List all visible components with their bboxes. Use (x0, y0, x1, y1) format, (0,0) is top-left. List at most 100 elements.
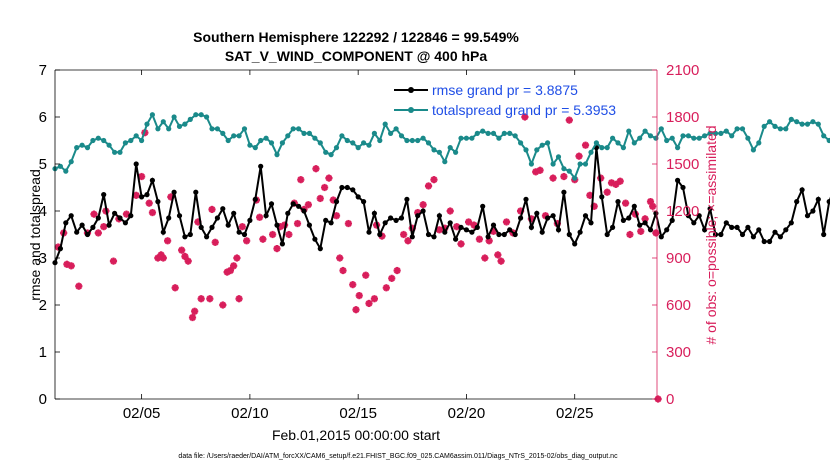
obs-marker-stroke (333, 212, 340, 219)
series-point-totalspread (729, 133, 735, 139)
obs-marker-stroke (138, 173, 145, 180)
series-point-rmse (496, 231, 502, 238)
obs-marker-stroke (425, 182, 432, 190)
obs-marker (100, 223, 108, 231)
series-point-rmse (350, 187, 356, 193)
y-left-tick-label: 7 (39, 62, 47, 79)
obs-marker-stroke (132, 192, 140, 199)
series-point-totalspread (176, 123, 183, 129)
series-point-rmse (474, 224, 480, 230)
obs-marker-stroke (608, 179, 615, 187)
series-point-totalspread (339, 133, 345, 139)
series-point-totalspread (631, 140, 637, 146)
obs-marker-stroke (259, 235, 267, 243)
series-point-totalspread (545, 140, 551, 146)
obs-marker-stroke (637, 228, 645, 235)
series-point-totalspread (382, 121, 388, 127)
series-point-rmse (545, 215, 551, 221)
series-point-totalspread (231, 133, 237, 139)
series-point-totalspread (442, 159, 448, 165)
series-point-rmse (707, 206, 713, 212)
obs-marker-stroke (419, 201, 427, 209)
series-point-totalspread (187, 116, 193, 122)
legend-marker-rmse (408, 87, 414, 93)
obs-marker (148, 208, 157, 217)
y-left-tick-label: 2 (39, 297, 47, 314)
series-point-rmse (528, 224, 535, 230)
obs-marker-stroke (575, 152, 583, 160)
obs-marker (316, 194, 324, 203)
obs-marker-stroke (54, 243, 62, 251)
series-point-totalspread (675, 145, 681, 151)
obs-marker-stroke (269, 231, 276, 238)
obs-marker-stroke (157, 251, 165, 259)
obs-marker-stroke (362, 271, 370, 279)
series-point-totalspread (669, 135, 675, 141)
series-point-totalspread (745, 135, 751, 141)
series-point-rmse (149, 177, 155, 183)
series-point-rmse (68, 213, 74, 219)
series-point-totalspread (777, 126, 784, 132)
y-left-tick-label: 4 (39, 203, 47, 220)
series-point-rmse (171, 189, 177, 195)
series-point-totalspread (550, 161, 556, 167)
series-point-totalspread (344, 137, 350, 144)
obs-marker (94, 229, 102, 237)
series-point-rmse (620, 217, 627, 223)
series-point-rmse (404, 196, 410, 202)
series-point-totalspread (425, 140, 432, 146)
y-left-tick-label: 1 (39, 344, 47, 361)
obs-marker (649, 202, 657, 210)
obs-marker-stroke (497, 257, 505, 265)
series-point-totalspread (534, 147, 540, 153)
series-point-totalspread (398, 133, 405, 139)
series-point-totalspread (258, 137, 264, 144)
series-point-totalspread (577, 161, 583, 167)
series-point-totalspread (750, 147, 757, 153)
series-point-rmse (642, 220, 648, 226)
series-point-totalspread (263, 135, 269, 141)
obs-marker (365, 299, 373, 308)
obs-marker (603, 188, 611, 196)
obs-marker-stroke (197, 295, 205, 303)
obs-marker-stroke (616, 177, 624, 185)
obs-marker-stroke (365, 300, 373, 307)
series-point-totalspread (485, 130, 491, 136)
series-point-totalspread (572, 175, 578, 181)
series-point-totalspread (388, 130, 394, 136)
obs-marker (197, 295, 205, 303)
obs-marker-stroke (339, 267, 347, 274)
obs-marker (494, 251, 502, 259)
series-point-rmse (783, 227, 789, 233)
series-point-totalspread (691, 135, 697, 141)
series-point-totalspread (658, 126, 664, 132)
y-right-tick-label: 0 (666, 391, 674, 408)
series-point-totalspread (718, 130, 724, 136)
series-point-rmse (361, 199, 367, 205)
series-point-rmse (187, 231, 193, 238)
obs-marker (191, 307, 199, 315)
series-point-rmse (393, 217, 399, 223)
series-point-rmse (84, 231, 91, 238)
series-point-rmse (355, 194, 361, 200)
obs-marker-stroke (75, 282, 83, 290)
series-point-rmse (555, 227, 562, 233)
obs-marker (565, 116, 573, 124)
series-point-rmse (382, 220, 388, 226)
series-point-rmse (550, 213, 556, 219)
obs-marker-stroke (235, 295, 243, 303)
obs-marker (521, 113, 529, 121)
series-point-rmse (512, 231, 518, 238)
series-point-rmse (777, 234, 784, 240)
series-point-totalspread (501, 130, 507, 136)
series-point-rmse (761, 238, 767, 245)
chart-subtitle: SAT_V_WIND_COMPONENT @ 400 hPa (225, 48, 488, 64)
series-point-rmse (57, 246, 64, 252)
y-left-tick-label: 0 (39, 391, 47, 408)
obs-marker (171, 284, 179, 292)
series-point-rmse (653, 210, 659, 216)
obs-marker-stroke (542, 212, 549, 219)
obs-marker (465, 218, 473, 226)
series-point-totalspread (653, 135, 659, 141)
series-point-totalspread (112, 149, 118, 155)
